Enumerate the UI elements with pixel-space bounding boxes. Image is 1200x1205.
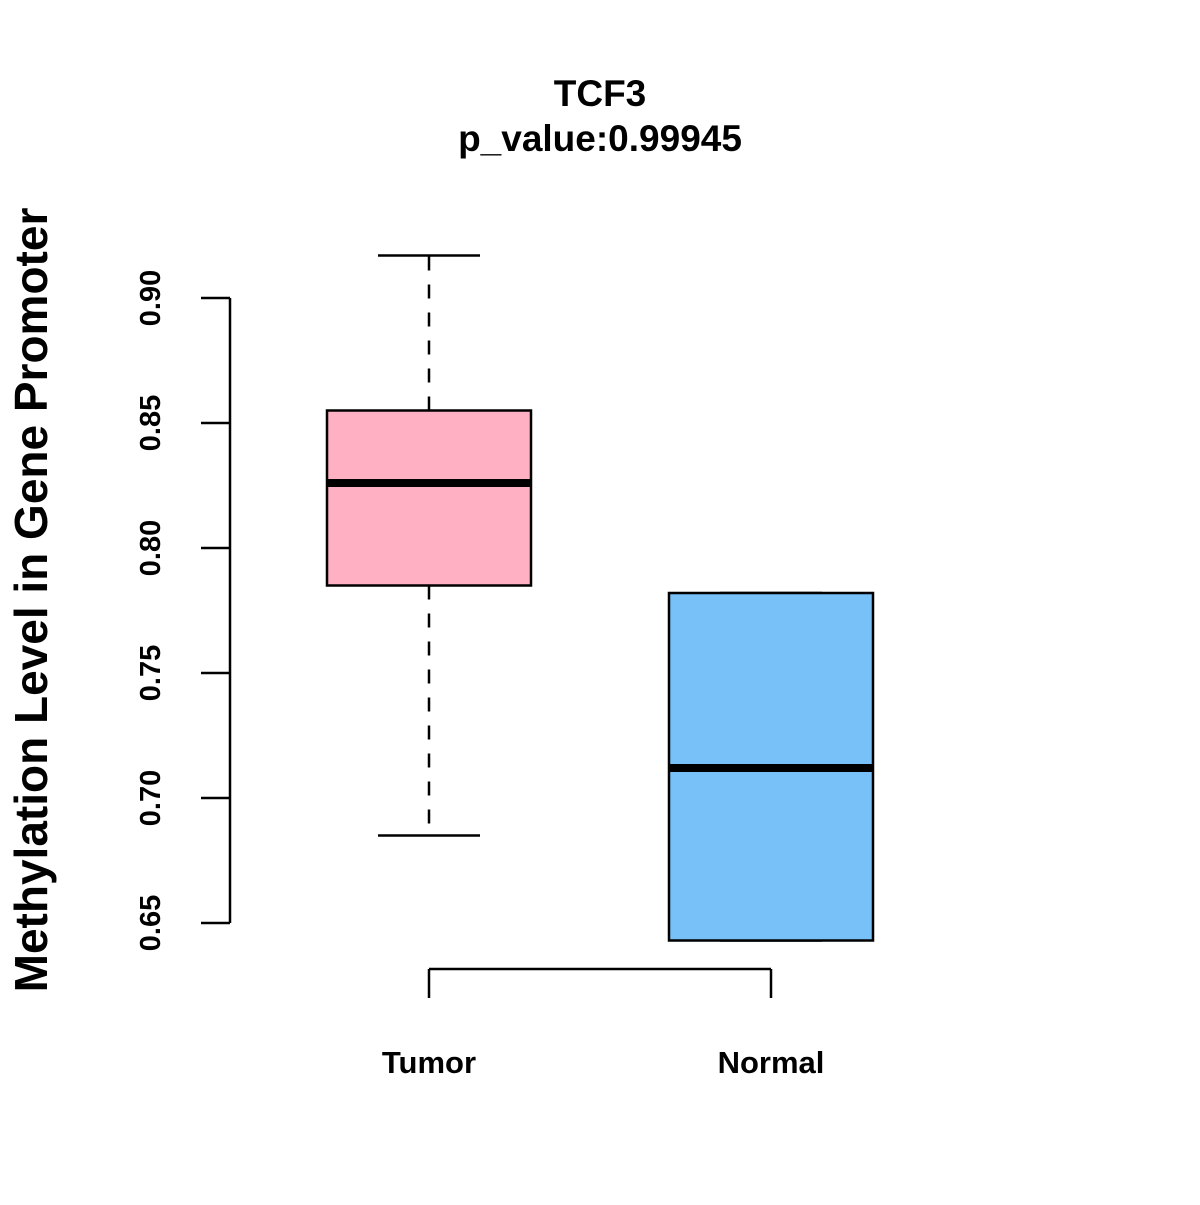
- box-tumor: [325, 254, 533, 837]
- y-tick-label: 0.65: [135, 895, 167, 951]
- y-axis: 0.65 0.70 0.75 0.80 0.85 0.90: [135, 270, 232, 951]
- iqr-box: [325, 409, 533, 587]
- chart-title: TCF3: [554, 73, 647, 114]
- y-tick-label: 0.70: [135, 770, 167, 826]
- boxes: [325, 254, 875, 942]
- y-tick-label: 0.80: [135, 520, 167, 576]
- y-tick-label: 0.85: [135, 395, 167, 451]
- x-tick-label: Normal: [718, 1045, 825, 1080]
- box-normal: [667, 591, 875, 942]
- y-tick-label: 0.75: [135, 645, 167, 701]
- x-axis: Tumor Normal: [382, 967, 825, 1080]
- x-tick-label: Tumor: [382, 1045, 476, 1080]
- chart-subtitle: p_value:0.99945: [458, 118, 742, 159]
- y-axis-label: Methylation Level in Gene Promoter: [5, 208, 57, 993]
- y-tick-label: 0.90: [135, 270, 167, 326]
